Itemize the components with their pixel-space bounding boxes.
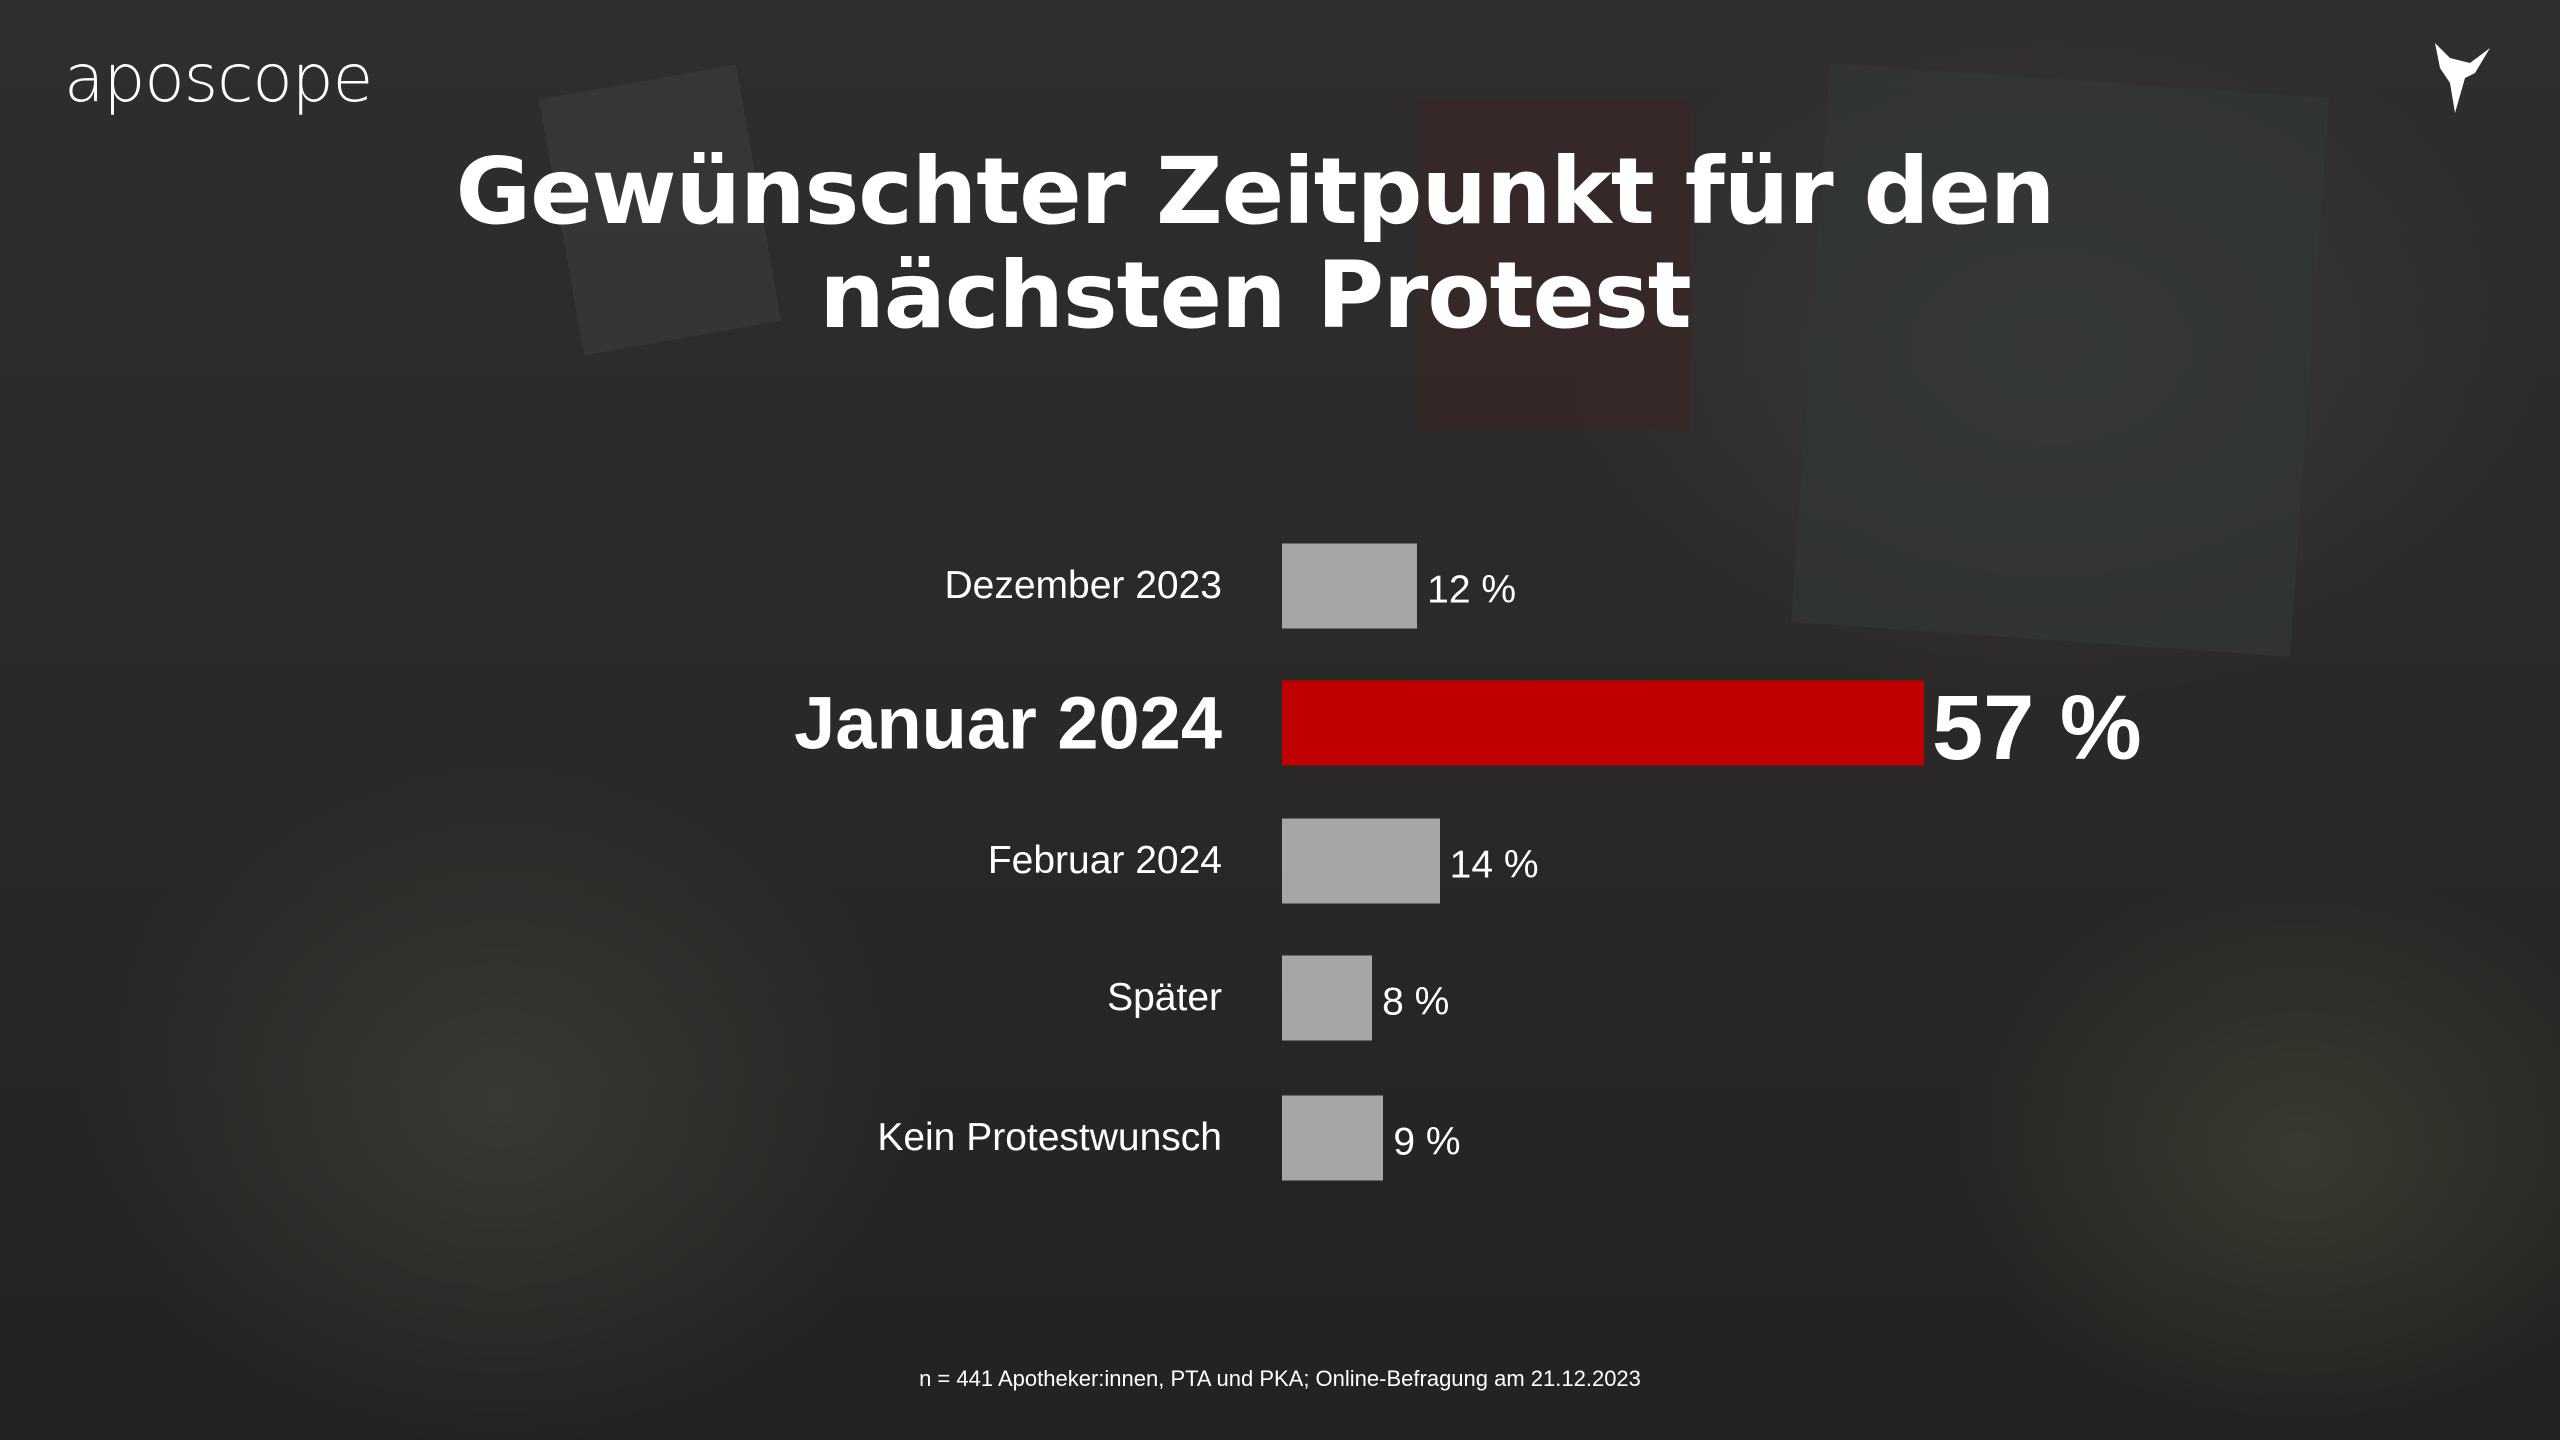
bar xyxy=(1282,955,1373,1041)
aposcope-logo: aposcope xyxy=(64,40,373,117)
category-label: Kein Protestwunsch xyxy=(877,1116,1222,1159)
bar xyxy=(1282,818,1440,904)
bar xyxy=(1282,1095,1384,1181)
category-label: Januar 2024 xyxy=(794,681,1222,765)
bar xyxy=(1282,680,1924,766)
chart-title-line: nächsten Protest xyxy=(819,242,1691,349)
value-label: 14 % xyxy=(1449,843,1539,887)
sample-note: n = 441 Apotheker:innen, PTA und PKA; On… xyxy=(919,1366,1641,1391)
value-label: 57 % xyxy=(1932,676,2142,779)
bird-origami-icon xyxy=(2435,43,2490,113)
chart-title-line: Gewünschter Zeitpunkt für den xyxy=(455,138,2056,245)
value-label: 8 % xyxy=(1382,980,1450,1024)
bar xyxy=(1282,543,1418,629)
category-label: Später xyxy=(1107,976,1222,1019)
value-label: 9 % xyxy=(1393,1120,1461,1164)
value-label: 12 % xyxy=(1427,568,1517,612)
category-label: Februar 2024 xyxy=(987,839,1222,882)
category-label: Dezember 2023 xyxy=(944,564,1223,607)
chart-title: Gewünschter Zeitpunkt für den nächsten P… xyxy=(0,140,2510,348)
